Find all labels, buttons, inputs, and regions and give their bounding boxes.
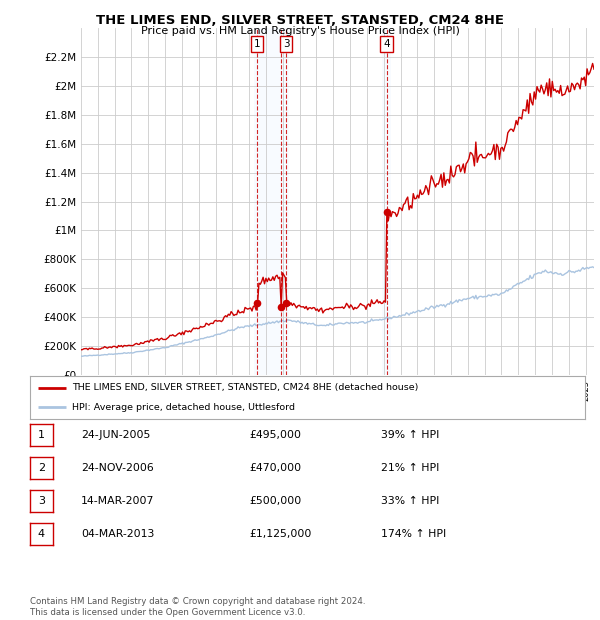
Text: 33% ↑ HPI: 33% ↑ HPI: [381, 496, 439, 506]
Bar: [254, 28, 289, 375]
Text: £470,000: £470,000: [249, 463, 301, 473]
Text: Contains HM Land Registry data © Crown copyright and database right 2024.
This d: Contains HM Land Registry data © Crown c…: [30, 598, 365, 617]
Text: 174% ↑ HPI: 174% ↑ HPI: [381, 529, 446, 539]
Text: 1: 1: [254, 39, 260, 49]
Text: 04-MAR-2013: 04-MAR-2013: [81, 529, 154, 539]
Text: 3: 3: [38, 496, 45, 506]
Text: 14-MAR-2007: 14-MAR-2007: [81, 496, 154, 506]
Bar: [382, 28, 391, 375]
Text: 3: 3: [283, 39, 290, 49]
Text: 24-NOV-2006: 24-NOV-2006: [81, 463, 154, 473]
Text: Price paid vs. HM Land Registry's House Price Index (HPI): Price paid vs. HM Land Registry's House …: [140, 26, 460, 36]
Text: £495,000: £495,000: [249, 430, 301, 440]
Text: HPI: Average price, detached house, Uttlesford: HPI: Average price, detached house, Uttl…: [71, 402, 295, 412]
Text: 4: 4: [38, 529, 45, 539]
Text: 2: 2: [38, 463, 45, 473]
Text: £1,125,000: £1,125,000: [249, 529, 311, 539]
Text: 4: 4: [383, 39, 390, 49]
Text: 39% ↑ HPI: 39% ↑ HPI: [381, 430, 439, 440]
Text: £500,000: £500,000: [249, 496, 301, 506]
Text: 24-JUN-2005: 24-JUN-2005: [81, 430, 151, 440]
Text: THE LIMES END, SILVER STREET, STANSTED, CM24 8HE: THE LIMES END, SILVER STREET, STANSTED, …: [96, 14, 504, 27]
Text: 21% ↑ HPI: 21% ↑ HPI: [381, 463, 439, 473]
Text: 1: 1: [38, 430, 45, 440]
Text: THE LIMES END, SILVER STREET, STANSTED, CM24 8HE (detached house): THE LIMES END, SILVER STREET, STANSTED, …: [71, 383, 418, 392]
